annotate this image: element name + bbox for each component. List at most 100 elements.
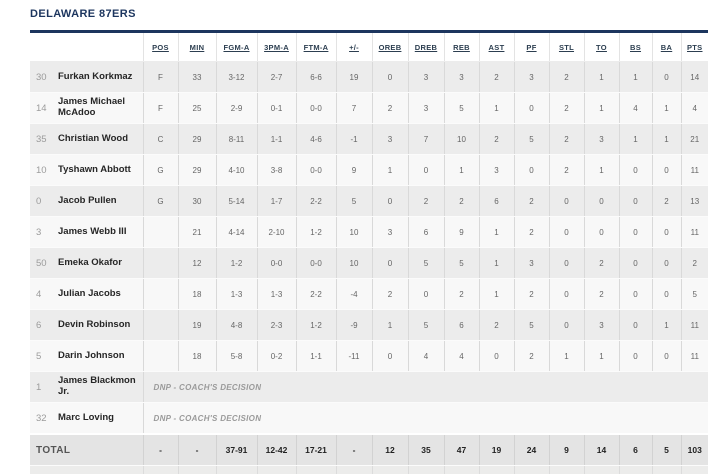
stat-cell-pos	[142, 247, 178, 279]
stat-cell-min: 18	[177, 278, 216, 310]
column-header-oreb[interactable]: OREB	[371, 31, 408, 62]
player-cell: 5 Darin Johnson	[30, 340, 143, 372]
stat-cell-to: 0	[583, 216, 619, 248]
stat-cell-ftm-a: 0-0	[295, 247, 336, 279]
stat-cell-oreb: 1	[371, 154, 408, 186]
stat-cell-plus-minus: -11	[335, 340, 372, 372]
stat-cell-to: 3	[583, 309, 619, 341]
player-cell: 6 Devin Robinson	[30, 309, 143, 341]
player-name: Devin Robinson	[58, 318, 131, 330]
stat-cell-to: 0	[583, 185, 619, 217]
player-number: 10	[36, 164, 47, 176]
stat-cell-dreb: 3	[407, 92, 444, 124]
stat-cell-bs: 1	[618, 61, 652, 93]
column-header-min[interactable]: MIN	[177, 31, 216, 62]
column-header-fgm-a[interactable]: FGM-A	[215, 31, 257, 62]
stat-cell-oreb: 0	[371, 340, 408, 372]
player-name: Darin Johnson	[58, 349, 125, 361]
stat-cell-stl: 0	[548, 278, 584, 310]
column-header-plus-minus[interactable]: +/-	[335, 31, 372, 62]
stat-cell-3pm-a: 1-7	[256, 185, 296, 217]
stat-cell-min: 33	[177, 61, 216, 93]
column-header-reb[interactable]: REB	[443, 31, 479, 62]
column-header-to[interactable]: TO	[583, 31, 619, 62]
box-score-table: POS MIN FGM-A 3PM-A FTM-A +/- OREB DREB REB AST PF…	[30, 30, 708, 474]
player-cell: 4 Julian Jacobs	[30, 278, 143, 310]
total-ftm-a: 17-21	[295, 433, 336, 466]
stat-cell-pf: 5	[513, 123, 549, 155]
stat-cell-dreb: 2	[407, 185, 444, 217]
stat-cell-pts: 11	[680, 216, 708, 248]
column-header-bs[interactable]: BS	[618, 31, 652, 62]
column-header-pts[interactable]: PTS	[680, 31, 708, 62]
total-pts: 103	[680, 433, 708, 466]
stat-cell-fgm-a: 5-14	[215, 185, 257, 217]
stat-cell-ftm-a: 2-2	[295, 278, 336, 310]
total-reb: 47	[443, 433, 479, 466]
stat-cell-min: 30	[177, 185, 216, 217]
stat-cell-pts: 14	[680, 61, 708, 93]
player-row: 10 Tyshawn Abbott G 29 4-10 3-8 0-0 9 1 0 1 3 0 2 1 0 0 1…	[30, 154, 708, 186]
stat-cell-fgm-a: 3-12	[215, 61, 257, 93]
column-header-pos[interactable]: POS	[142, 31, 178, 62]
player-row: 1 James Blackmon Jr. DNP - COACH'S DECISIO…	[30, 371, 708, 403]
total-ast: 19	[478, 433, 514, 466]
stat-cell-dreb: 5	[407, 247, 444, 279]
player-column-header	[30, 31, 143, 62]
column-header-dreb[interactable]: DREB	[407, 31, 444, 62]
stat-cell-bs: 4	[618, 92, 652, 124]
column-header-ftm-a[interactable]: FTM-A	[295, 31, 336, 62]
player-cell: 3 James Webb III	[30, 216, 143, 248]
percentages-row: PERCENTAGES 41%29%81%	[30, 465, 708, 474]
column-header-stl[interactable]: STL	[548, 31, 584, 62]
stat-cell-bs: 0	[618, 154, 652, 186]
stat-cell-pts: 4	[680, 92, 708, 124]
total-bs: 6	[618, 433, 652, 466]
player-name: Marc Loving	[58, 411, 114, 423]
stat-cell-ba: 0	[651, 247, 681, 279]
stat-cell-oreb: 0	[371, 185, 408, 217]
stat-cell-reb: 5	[443, 247, 479, 279]
stat-cell-bs: 0	[618, 185, 652, 217]
player-row: 4 Julian Jacobs 18 1-3 1-3 2-2 -4 2 0 2 1 2 0 2 0 0 5	[30, 278, 708, 310]
stat-cell-ftm-a: 4-6	[295, 123, 336, 155]
stat-cell-plus-minus: -4	[335, 278, 372, 310]
stat-cell-stl: 2	[548, 92, 584, 124]
player-cell: 35 Christian Wood	[30, 123, 143, 155]
player-cell: 10 Tyshawn Abbott	[30, 154, 143, 186]
stat-cell-pf: 0	[513, 154, 549, 186]
stat-cell-ast: 0	[478, 340, 514, 372]
player-cell: 14 James Michael McAdoo	[30, 92, 143, 124]
column-header-3pm-a[interactable]: 3PM-A	[256, 31, 296, 62]
stat-cell-min: 25	[177, 92, 216, 124]
stat-cell-plus-minus: 19	[335, 61, 372, 93]
player-cell: 50 Emeka Okafor	[30, 247, 143, 279]
stat-cell-stl: 0	[548, 309, 584, 341]
player-number: 4	[36, 288, 42, 300]
stat-cell-plus-minus: 10	[335, 216, 372, 248]
stat-cell-min: 19	[177, 309, 216, 341]
percentage-pos	[142, 465, 178, 474]
stat-cell-fgm-a: 1-2	[215, 247, 257, 279]
column-header-pf[interactable]: PF	[513, 31, 549, 62]
total-plus-minus: -	[335, 433, 372, 466]
column-header-ast[interactable]: AST	[478, 31, 514, 62]
stat-cell-pos: G	[142, 185, 178, 217]
player-number: 35	[36, 133, 47, 145]
stat-cell-pf: 2	[513, 340, 549, 372]
stat-cell-to: 2	[583, 247, 619, 279]
stat-cell-reb: 9	[443, 216, 479, 248]
stat-cell-pts: 11	[680, 340, 708, 372]
stat-cell-bs: 0	[618, 340, 652, 372]
stat-cell-pos: C	[142, 123, 178, 155]
stat-cell-3pm-a: 2-7	[256, 61, 296, 93]
stat-cell-pos	[142, 340, 178, 372]
column-header-ba[interactable]: BA	[651, 31, 681, 62]
stat-cell-ast: 1	[478, 278, 514, 310]
player-name: Tyshawn Abbott	[58, 163, 131, 175]
player-name: James Blackmon Jr.	[58, 375, 136, 397]
stat-cell-min: 18	[177, 340, 216, 372]
player-number: 6	[36, 319, 42, 331]
stat-cell-stl: 2	[548, 123, 584, 155]
stat-cell-bs: 0	[618, 216, 652, 248]
